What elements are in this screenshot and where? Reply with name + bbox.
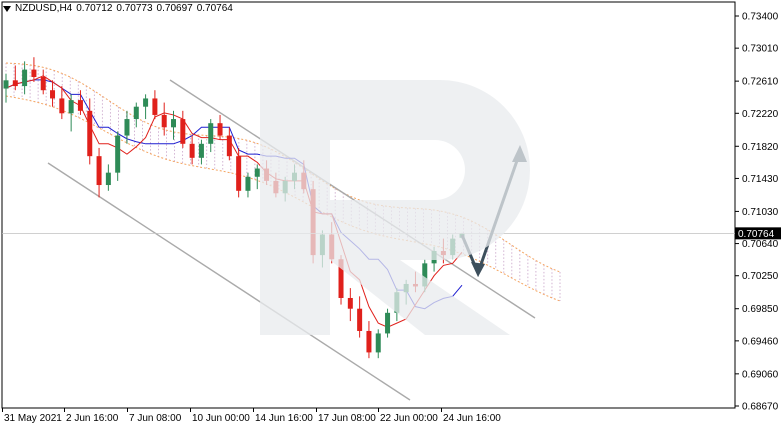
candle-body xyxy=(450,238,456,256)
candle-body xyxy=(301,172,307,190)
candle-body xyxy=(12,80,18,87)
current-price-label: 0.70764 xyxy=(738,229,775,240)
candle-body xyxy=(143,98,149,107)
candle-body xyxy=(115,135,121,173)
low-value: 0.70697 xyxy=(156,3,193,14)
candle-body xyxy=(226,135,232,157)
close-value: 0.70764 xyxy=(196,3,233,14)
candle-body xyxy=(385,312,391,334)
candle-body xyxy=(422,263,428,287)
candle-body xyxy=(161,114,167,128)
candle-body xyxy=(329,234,335,260)
price-tick-label: 0.69850 xyxy=(742,304,779,315)
candle-body xyxy=(394,292,400,313)
candle-body xyxy=(208,123,214,144)
time-tick-label: 7 Jun 08:00 xyxy=(129,413,182,424)
candle-body xyxy=(87,110,93,157)
candle-body xyxy=(245,176,251,191)
candle-body xyxy=(236,156,242,191)
current-price-box xyxy=(735,227,781,240)
candle-body xyxy=(291,172,297,181)
candle-body xyxy=(77,100,83,111)
time-tick-label: 24 Jun 16:00 xyxy=(443,413,501,424)
candle-body xyxy=(366,330,372,353)
candle-body xyxy=(124,119,130,136)
candle-body xyxy=(3,80,9,89)
candle-body xyxy=(40,77,46,91)
chart-header: NZDUSD,H4 0.70712 0.70773 0.70697 0.7076… xyxy=(3,3,233,14)
candle-body xyxy=(440,250,446,256)
candle-body xyxy=(105,172,111,186)
candle-body xyxy=(412,283,418,287)
candle-body xyxy=(217,123,223,136)
time-tick-label: 2 Jun 16:00 xyxy=(66,413,119,424)
price-tick-label: 0.69060 xyxy=(742,369,779,380)
price-tick-label: 0.72220 xyxy=(742,109,779,120)
candle-body xyxy=(180,119,186,144)
candle-body xyxy=(254,168,260,177)
candle-body xyxy=(133,106,139,120)
candle-body xyxy=(96,156,102,186)
candle-body xyxy=(282,180,288,194)
time-tick-label: 31 May 2021 xyxy=(4,413,62,424)
time-tick-label: 22 Jun 00:00 xyxy=(380,413,438,424)
time-tick-label: 10 Jun 00:00 xyxy=(192,413,250,424)
price-tick-label: 0.71030 xyxy=(742,207,779,218)
candle-body xyxy=(357,308,363,331)
candle-body xyxy=(319,234,325,256)
price-tick-label: 0.69460 xyxy=(742,336,779,347)
candle-body xyxy=(338,259,344,298)
candle-body xyxy=(50,90,56,99)
price-tick-label: 0.70250 xyxy=(742,271,779,282)
dropdown-triangle-icon[interactable] xyxy=(3,5,11,12)
candle-body xyxy=(189,143,195,158)
candle-body xyxy=(152,98,158,115)
candle-body xyxy=(375,333,381,353)
time-tick-label: 17 Jun 08:00 xyxy=(318,413,376,424)
candle-body xyxy=(171,119,177,128)
candle-body xyxy=(31,69,37,78)
candle-body xyxy=(273,180,279,194)
price-tick-label: 0.71820 xyxy=(742,142,779,153)
price-tick-label: 0.71430 xyxy=(742,174,779,185)
open-value: 0.70712 xyxy=(76,3,113,14)
price-tick-label: 0.68670 xyxy=(742,402,779,413)
price-tick-label: 0.72610 xyxy=(742,77,779,88)
symbol-label: NZDUSD,H4 xyxy=(15,3,73,14)
candle-body xyxy=(403,283,409,293)
candle-body xyxy=(59,98,65,114)
channel-lower-line xyxy=(47,162,411,401)
candle-body xyxy=(310,189,316,256)
time-tick-label: 14 Jun 16:00 xyxy=(255,413,313,424)
price-tick-label: 0.70640 xyxy=(742,239,779,250)
price-tick-label: 0.73400 xyxy=(742,12,779,23)
candle-body xyxy=(68,100,74,114)
candle-body xyxy=(264,168,270,181)
price-tick-label: 0.73010 xyxy=(742,44,779,55)
high-value: 0.70773 xyxy=(116,3,153,14)
candle-body xyxy=(22,69,28,87)
candle-body xyxy=(347,297,353,309)
candle-body xyxy=(431,250,437,264)
candle-body xyxy=(198,143,204,158)
